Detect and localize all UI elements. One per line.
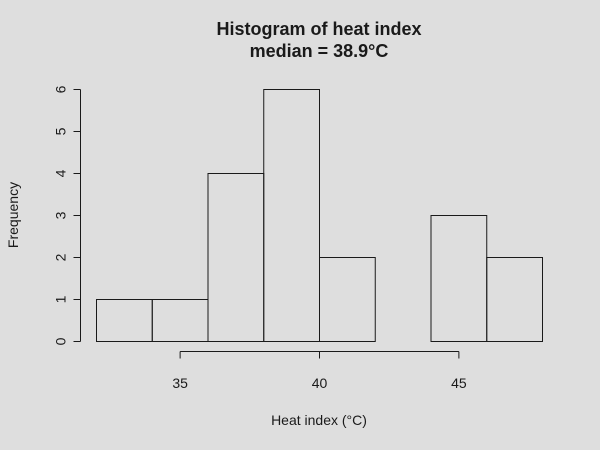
chart-subtitle: median = 38.9°C [250,41,389,61]
histogram-bar-1 [151,299,209,342]
x-tick-label-45: 45 [451,375,467,391]
y-tick-label-1: 1 [53,295,69,303]
y-axis: 0 1 2 3 4 5 6 [53,85,81,345]
y-tick-label-5: 5 [53,127,69,135]
y-tick-label-6: 6 [53,85,69,93]
y-tick-label-2: 2 [53,253,69,261]
y-tick-label-0: 0 [53,337,69,345]
histogram-bar-2 [207,173,265,342]
y-tick-label-3: 3 [53,211,69,219]
y-axis-label: Frequency [5,182,21,248]
histogram-bar-7 [486,257,543,342]
x-axis-label: Heat index (°C) [271,412,367,428]
chart-title: Histogram of heat index [216,19,421,39]
histogram-bar-3 [263,89,320,342]
y-tick-label-4: 4 [53,169,69,177]
histogram-bar-0 [96,299,153,342]
x-axis: 35 40 45 [172,351,467,391]
bars-group [96,89,543,342]
x-tick-label-40: 40 [312,375,328,391]
x-tick-label-35: 35 [172,375,188,391]
histogram-bar-4 [319,257,376,342]
histogram-bar-6 [430,215,488,342]
